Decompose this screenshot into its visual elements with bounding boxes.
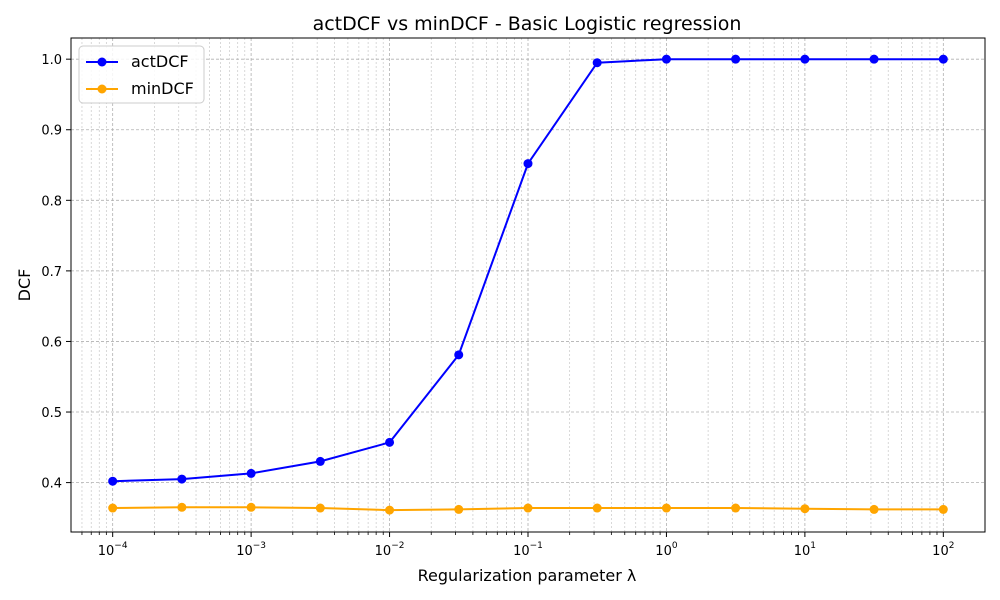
minDCF-point — [938, 504, 948, 514]
y-tick-label: 0.6 — [41, 335, 62, 350]
series-minDCF — [108, 502, 948, 515]
minDCF-point — [869, 504, 879, 514]
series-layer — [108, 54, 948, 515]
minDCF-point — [315, 503, 325, 513]
actDCF-point — [385, 437, 395, 447]
x-tick-label: 10−1 — [513, 541, 543, 559]
y-axis-ticks: 0.4 0.5 0.6 0.7 0.8 0.9 1.0 — [41, 53, 71, 492]
grid-lines — [71, 38, 985, 532]
actDCF-point — [869, 54, 879, 64]
series-actDCF — [108, 54, 948, 486]
y-tick-label: 0.9 — [41, 124, 62, 139]
actDCF-point — [661, 54, 671, 64]
x-axis-ticks: 10−4 10−3 10−2 10−1 100 101 102 — [81, 532, 954, 559]
y-tick-label: 0.5 — [41, 406, 62, 421]
x-tick-label: 10−4 — [98, 541, 128, 559]
x-tick-label: 101 — [794, 541, 816, 559]
legend-label-minDCF: minDCF — [131, 79, 194, 98]
actDCF-point — [800, 54, 810, 64]
minDCF-point — [454, 504, 464, 514]
minDCF-point — [108, 503, 118, 513]
x-tick-label: 102 — [932, 541, 954, 559]
x-axis-label: Regularization parameter λ — [418, 566, 637, 585]
actDCF-point — [108, 476, 118, 486]
legend-marker-actDCF — [97, 57, 107, 67]
legend-label-actDCF: actDCF — [131, 52, 189, 71]
legend-marker-minDCF — [97, 84, 107, 94]
minDCF-point — [523, 503, 533, 513]
x-tick-label: 100 — [655, 541, 678, 559]
y-tick-label: 0.7 — [41, 265, 62, 280]
y-tick-label: 0.4 — [41, 477, 62, 492]
minDCF-point — [246, 502, 256, 512]
actDCF-point — [454, 350, 464, 360]
actDCF-point — [315, 456, 325, 466]
minDCF-point — [800, 504, 810, 514]
minDCF-point — [177, 502, 187, 512]
chart-title: actDCF vs minDCF - Basic Logistic regres… — [313, 13, 742, 35]
minDCF-point — [385, 505, 395, 515]
x-tick-label: 10−3 — [236, 541, 266, 559]
minDCF-point — [731, 503, 741, 513]
x-tick-label: 10−2 — [375, 541, 405, 559]
actDCF-point — [177, 474, 187, 484]
y-tick-label: 1.0 — [41, 53, 62, 68]
y-tick-label: 0.8 — [41, 194, 62, 209]
actDCF-point — [938, 54, 948, 64]
minDCF-point — [592, 503, 602, 513]
minDCF-point — [661, 503, 671, 513]
y-axis-label: DCF — [15, 269, 34, 302]
actDCF-point — [523, 159, 533, 169]
actDCF-point — [592, 58, 602, 68]
legend: actDCF minDCF — [78, 45, 205, 104]
actDCF-point — [246, 468, 256, 478]
actDCF-point — [731, 54, 741, 64]
